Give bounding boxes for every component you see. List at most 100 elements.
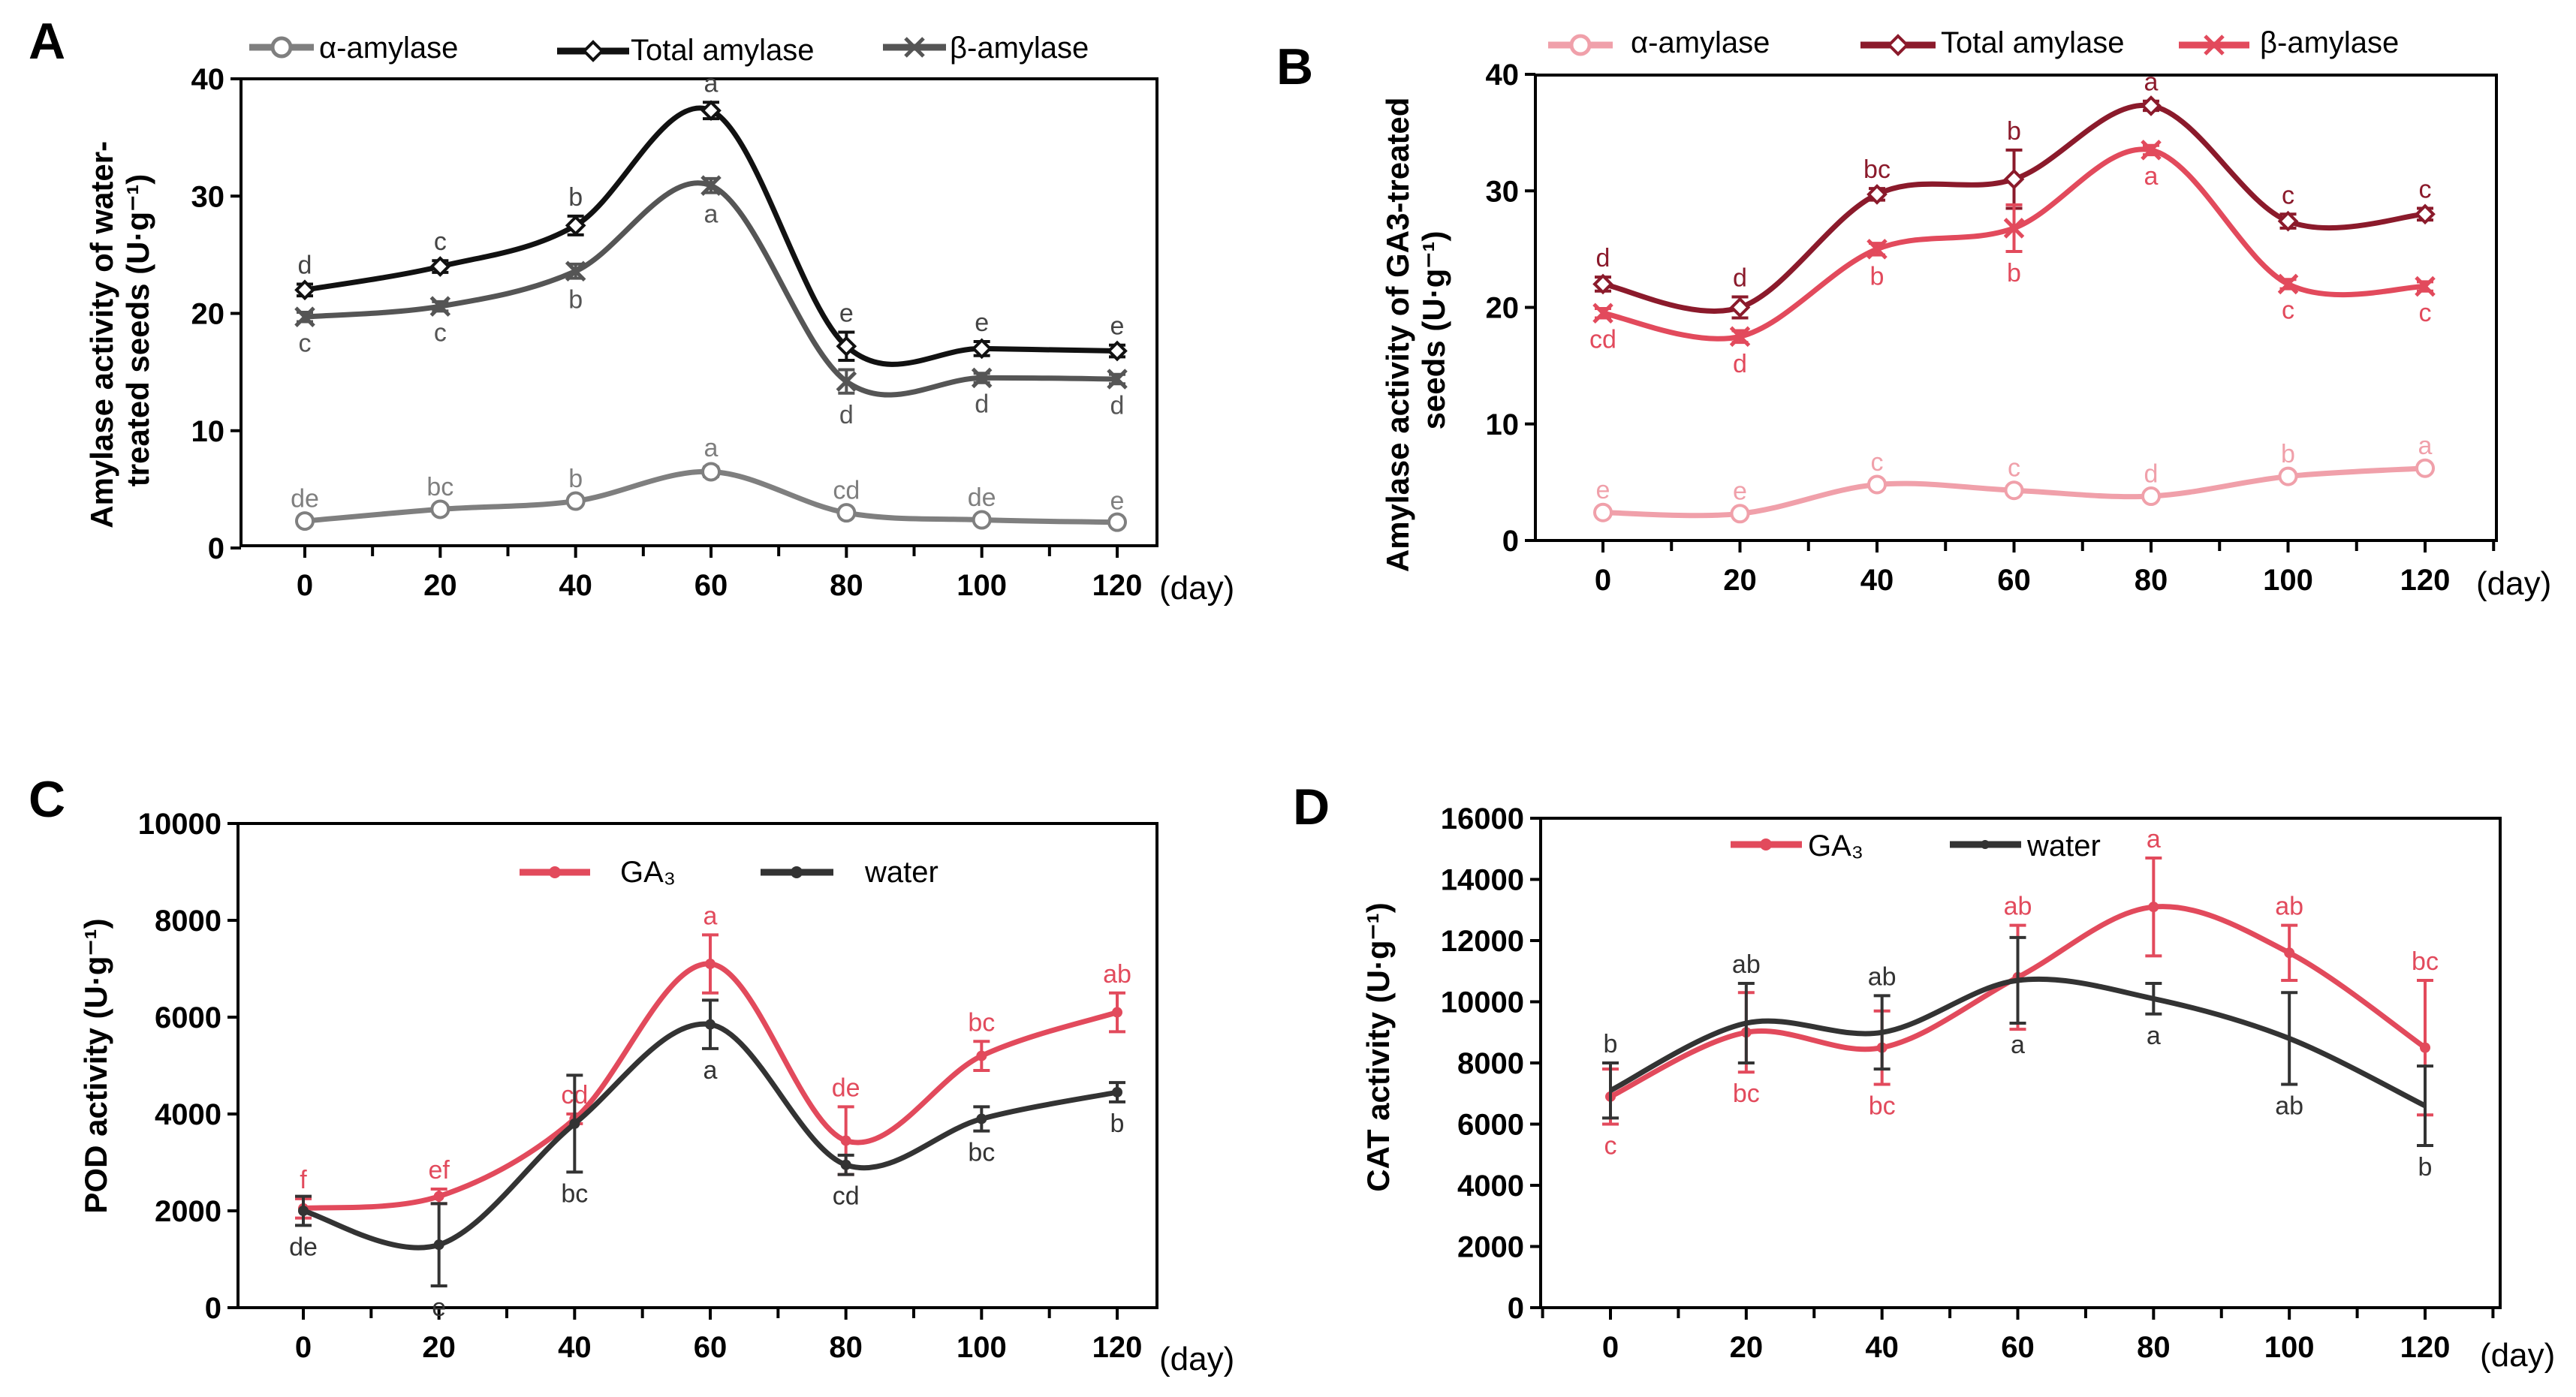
panel-b-series-0-sig-letter: e xyxy=(1596,476,1610,504)
panel-d-series-1-error-bar xyxy=(2009,935,2026,1025)
panel-a-series-1-sig-letter: e xyxy=(1110,312,1125,341)
panel-d-series-1-error-bar xyxy=(1737,982,1755,1064)
panel-a-y-axis-title: Amylase activity of water- treated seeds… xyxy=(84,132,155,528)
panel-c-y-axis-title: POD activity (U·g⁻¹) xyxy=(78,918,113,1213)
legend-b-label-alpha: α-amylase xyxy=(1631,26,1770,59)
panel-c-x-tick-label: 60 xyxy=(694,1331,728,1364)
panel-d-series-0-point xyxy=(2284,947,2295,959)
panel-b-x-tick-label: 120 xyxy=(2400,564,2451,597)
legend-b-circle-marker xyxy=(1569,34,1592,56)
panel-b-y-title-line1: Amylase activity of GA3-treated xyxy=(1380,98,1415,573)
panel-b-legend: α-amylase Total amylase β-amylase xyxy=(1548,26,2399,59)
panel-b-series-2-point xyxy=(2141,140,2162,161)
panel-b-series-2-sig-letter: c xyxy=(2282,297,2294,325)
panel-c-y-title-line1: POD activity (U·g⁻¹) xyxy=(78,918,113,1213)
panel-b-series-1-sig-letter: b xyxy=(2007,117,2021,146)
panel-a-series-1-point xyxy=(1107,340,1128,362)
legend-b-label-total: Total amylase xyxy=(1941,26,2125,59)
panel-d-series-1-error-bar xyxy=(1602,1061,1619,1120)
legend-b-x-marker xyxy=(2204,35,2225,56)
panel-c-y-tick-label: 0 xyxy=(205,1292,221,1325)
panel-a-series-2-sig-letter: b xyxy=(568,286,583,315)
panel-c-y-tick-label: 8000 xyxy=(155,905,221,938)
panel-d-plot: 0 2000 4000 6000 8000 10000 12000 14000 16000 0 20… xyxy=(1441,802,2502,1364)
legend-b-label-beta: β-amylase xyxy=(2260,26,2399,59)
panel-d-x-tick-label: 40 xyxy=(1865,1331,1899,1364)
panel-d-series-1-error-bar xyxy=(2281,991,2298,1086)
panel-a-series-1-sig-letter: e xyxy=(839,300,854,328)
panel-a-label: A xyxy=(29,13,65,70)
panel-b-series-2-point xyxy=(1729,326,1751,348)
panel-a-series-2-sig-letter: c xyxy=(434,318,447,347)
panel-d-series-0-sig-letter: bc xyxy=(2412,947,2439,976)
panel-c-y-tick-label: 10000 xyxy=(138,808,221,841)
panel-b-x-tick-label: 0 xyxy=(1595,564,1611,597)
panel-a-x-tick-label: 0 xyxy=(297,569,313,602)
panel-a-y-title-line2: treated seeds (U·g⁻¹) xyxy=(120,174,155,487)
panel-b-series-1-sig-letter: d xyxy=(1733,264,1747,293)
panel-c-series-1-sig-letter: bc xyxy=(561,1179,588,1208)
panel-d-y-tick-label: 12000 xyxy=(1441,925,1524,958)
panel-a-x-tick-label: 20 xyxy=(423,569,457,602)
panel-a-series-2-point xyxy=(294,306,315,327)
panel-b-series-1-sig-letter: c xyxy=(2419,176,2432,204)
panel-a-series-0-sig-letter: de xyxy=(968,483,996,512)
panel-a-series-2-sig-letter: c xyxy=(299,329,312,357)
panel-c-x-tick-label: 40 xyxy=(558,1331,592,1364)
panel-b-series-2-sig-letter: b xyxy=(1870,263,1885,291)
panel-c-x-tick-label: 0 xyxy=(295,1331,312,1364)
legend-c-label-ga3: GA₃ xyxy=(620,856,676,889)
panel-b-series-1-point xyxy=(2003,168,2025,190)
panel-a-series-0-point xyxy=(295,511,315,531)
panel-c-series-1-point xyxy=(1112,1086,1122,1097)
panel-a-series-2-sig-letter: a xyxy=(704,200,719,229)
panel-a-series-0-point xyxy=(430,499,450,519)
panel-c-plot: 0 2000 4000 6000 8000 10000 0 20 40 60 80 100 120 f ef… xyxy=(138,808,1158,1364)
panel-c-series-0-sig-letter: a xyxy=(704,902,718,930)
panel-b-series-1-point xyxy=(1729,297,1751,318)
panel-d-series-1-error-bar xyxy=(1873,994,1891,1071)
panel-c-series-0-point xyxy=(433,1191,444,1202)
panel-a-series-1-sig-letter: d xyxy=(298,251,312,279)
panel-a-y-title-line1: Amylase activity of water- xyxy=(84,141,119,528)
panel-d-series-1-sig-letter: ab xyxy=(1732,950,1761,979)
panel-a-axes-frame xyxy=(240,77,1158,547)
panel-d-axes-frame xyxy=(1539,817,2502,1309)
panel-b-series-0-sig-letter: b xyxy=(2281,440,2295,468)
panel-a-y-tick-label: 40 xyxy=(191,63,225,96)
panel-a-series-2-point xyxy=(565,260,586,282)
panel-b-series-0-sig-letter: c xyxy=(2008,454,2020,483)
legend-a-label-alpha: α-amylase xyxy=(319,32,458,65)
panel-d-series-1-sig-letter: b xyxy=(2418,1153,2433,1182)
panel-c-series-0-sig-letter: f xyxy=(300,1166,307,1194)
panel-c-x-tick-label: 20 xyxy=(422,1331,456,1364)
panel-b-series-0-point xyxy=(2141,486,2161,507)
panel-d-y-tick-label: 4000 xyxy=(1457,1170,1524,1203)
legend-d-label-water: water xyxy=(2026,829,2101,863)
legend-d-dot-water xyxy=(1981,840,1990,849)
panel-d-series-1-error-bar xyxy=(2417,1064,2433,1148)
panel-b: B Amylase activity of GA3-treated seeds … xyxy=(1276,26,2551,602)
panel-c-series-1-sig-letter: e xyxy=(432,1293,446,1322)
panel-d-series-0-point xyxy=(2420,1042,2430,1053)
legend-a-x-marker xyxy=(904,37,925,58)
panel-b-series-1-sig-letter: d xyxy=(1596,244,1610,272)
panel-a-series-0-point xyxy=(701,462,721,482)
panel-c-x-tick-label: 120 xyxy=(1092,1331,1143,1364)
panel-a-series-2-point xyxy=(1107,369,1128,390)
legend-d-dot-ga3 xyxy=(1760,839,1772,851)
panel-b-series-1-point xyxy=(1592,273,1613,295)
panel-d-series-1-sig-letter: a xyxy=(2011,1031,2025,1059)
panel-a-series-2-point xyxy=(700,175,722,196)
panel-b-series-1-sig-letter: bc xyxy=(1863,155,1891,184)
panel-c-legend: GA₃ water xyxy=(520,856,939,889)
panel-d-x-tick-label: 0 xyxy=(1602,1331,1619,1364)
panel-a-series-1-sig-letter: b xyxy=(568,183,583,212)
panel-a-y-tick-label: 10 xyxy=(191,415,225,448)
panel-a-series-1-sig-letter: e xyxy=(975,309,989,337)
panel-c-series-1-sig-letter: bc xyxy=(968,1139,995,1167)
panel-b-y-tick-label: 20 xyxy=(1486,292,1520,325)
panel-b-series-2-sig-letter: d xyxy=(1733,350,1747,378)
panel-a-series-2-sig-letter: d xyxy=(975,390,989,419)
panel-b-x-tick-label: 80 xyxy=(2135,564,2168,597)
